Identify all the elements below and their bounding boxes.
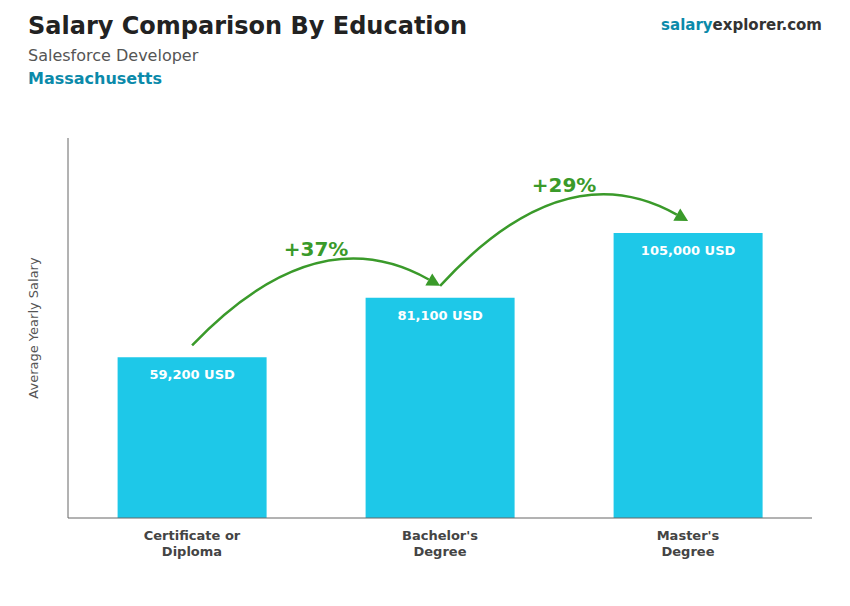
svg-text:59,200 USD: 59,200 USD <box>149 367 235 382</box>
svg-text:Average Yearly Salary: Average Yearly Salary <box>26 257 41 399</box>
svg-text:+29%: +29% <box>532 173 597 197</box>
svg-text:81,100 USD: 81,100 USD <box>397 308 483 323</box>
svg-text:105,000 USD: 105,000 USD <box>641 243 736 258</box>
html-text:salary explorer.com: salary explorer.com <box>661 16 822 34</box>
svg-text:+37%: +37% <box>284 237 349 261</box>
html-text:Salesforce Developer: Salesforce Developer <box>28 46 199 65</box>
svg-text:Certificate orDiploma: Certificate orDiploma <box>144 528 241 559</box>
html-text:Massachusetts: Massachusetts <box>28 69 162 88</box>
svg-text:Bachelor'sDegree: Bachelor'sDegree <box>402 528 478 559</box>
svg-text:Master'sDegree: Master'sDegree <box>657 528 720 559</box>
html-text:Salary Comparison By Education: Salary Comparison By Education <box>28 12 468 40</box>
